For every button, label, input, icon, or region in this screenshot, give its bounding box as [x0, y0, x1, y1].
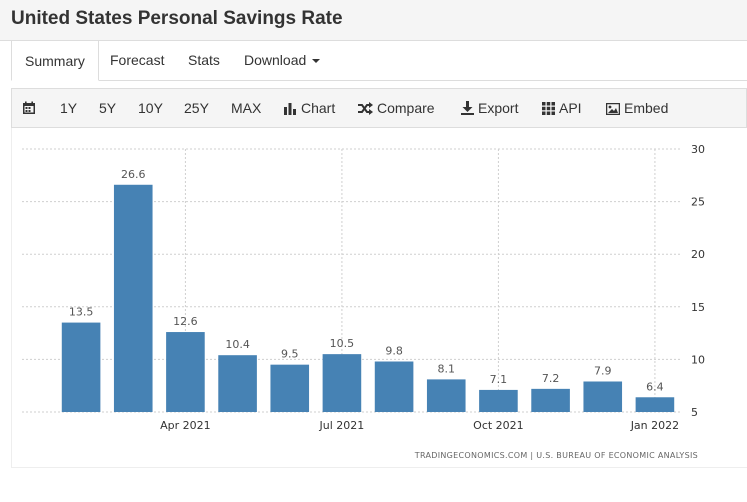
bar-value-label: 10.5 — [330, 337, 355, 350]
x-tick-label: Apr 2021 — [160, 419, 211, 432]
page-title: United States Personal Savings Rate — [11, 8, 343, 29]
chart-button[interactable]: Chart — [284, 89, 335, 127]
bar[interactable] — [635, 397, 675, 412]
chart-button-label: Chart — [301, 100, 336, 116]
bar-value-label: 7.9 — [594, 364, 612, 377]
savings-rate-bar-chart: 13.5 26.6 12.6 10.4 9.5 10.5 9.8 8.1 7.1 7.2 7.9 6.… — [22, 143, 705, 460]
tab-download[interactable]: Download — [244, 40, 321, 80]
tab-summary[interactable]: Summary — [11, 40, 99, 81]
bar-value-label: 10.4 — [225, 338, 250, 351]
grid-icon — [542, 102, 555, 115]
bar-value-label: 6.4 — [646, 380, 664, 393]
calendar-icon — [23, 101, 35, 114]
range-25y-button[interactable]: 25Y — [184, 100, 209, 116]
bar-value-label: 7.2 — [542, 372, 560, 385]
api-button-label: API — [559, 100, 582, 116]
image-icon — [605, 102, 621, 116]
bar[interactable] — [583, 381, 623, 412]
x-tick-label: Oct 2021 — [473, 419, 524, 432]
bar[interactable] — [479, 389, 518, 412]
export-button[interactable]: Export — [461, 89, 518, 127]
bar-value-label: 12.6 — [173, 315, 198, 328]
bar[interactable] — [270, 364, 310, 412]
bar-value-label: 9.8 — [385, 345, 403, 358]
embed-button[interactable]: Embed — [605, 89, 669, 127]
y-tick-label: 5 — [691, 406, 698, 419]
y-tick-label: 15 — [691, 301, 705, 314]
bar[interactable] — [61, 322, 101, 412]
export-button-label: Export — [478, 100, 519, 116]
bar[interactable] — [218, 355, 257, 412]
x-tick-label: Jul 2021 — [319, 419, 365, 432]
bar-value-label: 8.1 — [438, 362, 456, 375]
bar-value-label: 13.5 — [69, 306, 94, 319]
api-button[interactable]: API — [542, 89, 582, 127]
bar[interactable] — [166, 332, 205, 412]
bar[interactable] — [113, 184, 153, 412]
bar-value-label: 7.1 — [490, 373, 508, 386]
y-tick-label: 30 — [691, 143, 705, 156]
y-tick-label: 25 — [691, 196, 705, 209]
bar[interactable] — [322, 354, 362, 412]
chart-panel — [11, 128, 747, 468]
chart-toolbar: 1Y 5Y 10Y 25Y MAX Chart Compare Export A… — [11, 88, 747, 128]
y-tick-label: 20 — [691, 248, 705, 261]
range-1y-button[interactable]: 1Y — [60, 100, 78, 116]
tab-bar: Summary Forecast Stats Download — [11, 40, 747, 81]
x-tick-label: Jan 2022 — [630, 419, 679, 432]
tab-forecast[interactable]: Forecast — [110, 40, 164, 80]
embed-button-label: Embed — [624, 100, 669, 116]
tab-download-label: Download — [244, 52, 307, 68]
tab-forecast-label: Forecast — [110, 52, 165, 68]
bar-value-label: 26.6 — [121, 168, 146, 181]
bar-value-label: 9.5 — [281, 348, 299, 361]
calendar-button[interactable] — [22, 89, 40, 127]
shuffle-icon — [358, 102, 373, 115]
bar[interactable] — [374, 361, 414, 412]
download-icon — [461, 101, 474, 115]
bar[interactable] — [531, 388, 570, 412]
caret-down-icon — [312, 59, 321, 64]
title-bar: United States Personal Savings Rate — [0, 0, 747, 41]
tab-summary-label: Summary — [25, 53, 85, 69]
compare-button-label: Compare — [377, 100, 435, 116]
range-max-button[interactable]: MAX — [231, 100, 262, 116]
range-10y-button[interactable]: 10Y — [138, 100, 163, 116]
bar[interactable] — [426, 379, 466, 412]
tab-stats[interactable]: Stats — [188, 40, 220, 80]
bar-chart-icon — [284, 103, 296, 115]
y-tick-label: 10 — [691, 353, 705, 366]
range-5y-button[interactable]: 5Y — [99, 100, 117, 116]
compare-button[interactable]: Compare — [358, 89, 435, 127]
tab-stats-label: Stats — [188, 52, 220, 68]
chart-source-label: TRADINGECONOMICS.COM | U.S. BUREAU OF EC… — [414, 451, 698, 460]
